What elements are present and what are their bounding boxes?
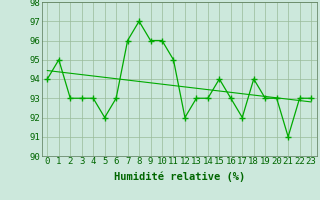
X-axis label: Humidité relative (%): Humidité relative (%) <box>114 172 245 182</box>
